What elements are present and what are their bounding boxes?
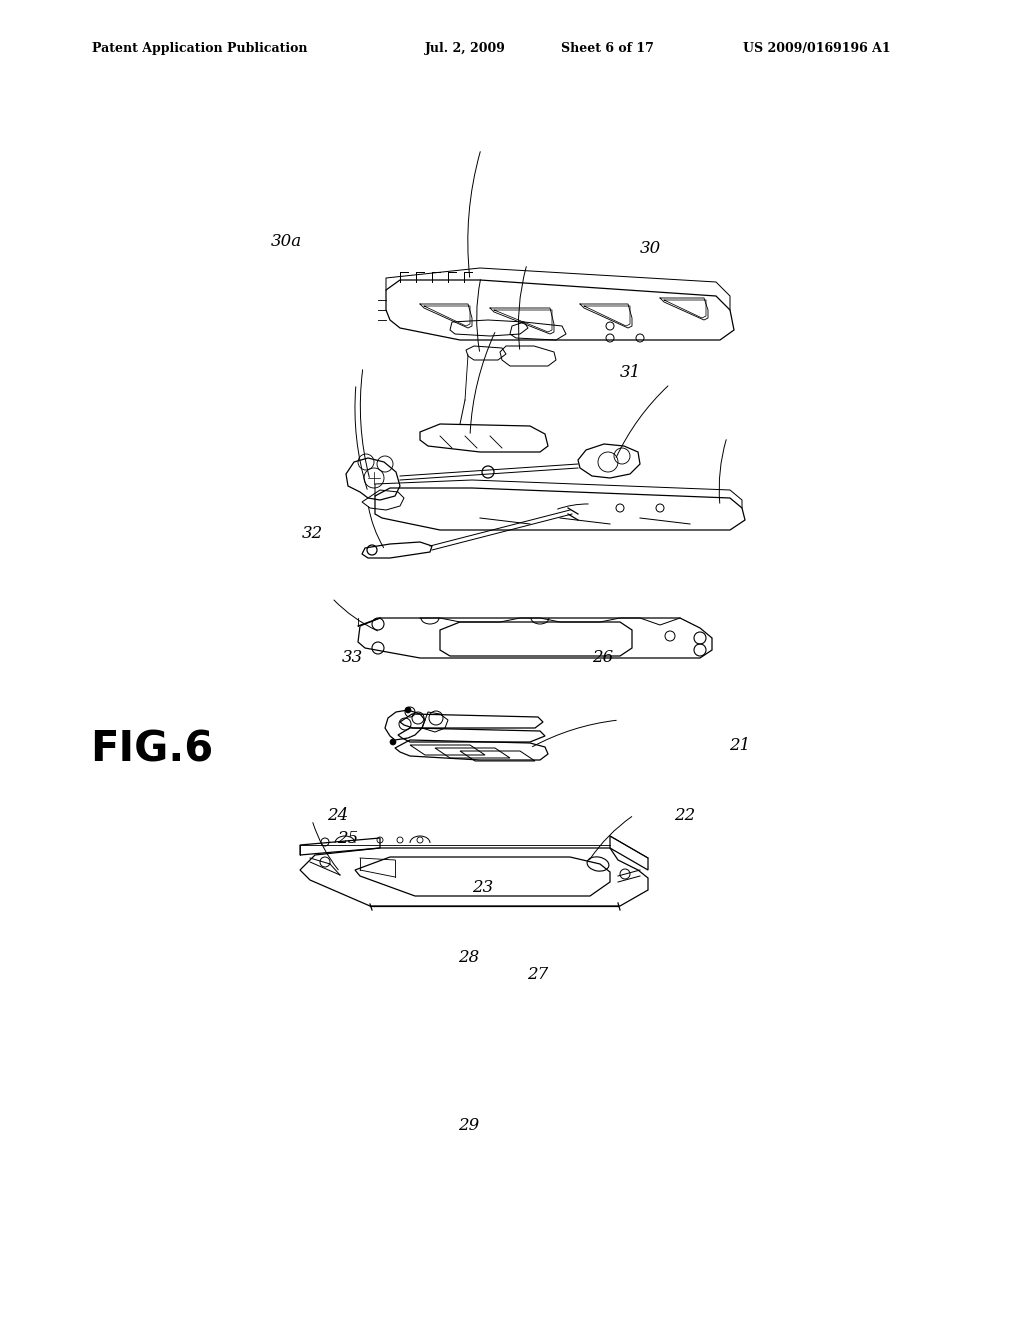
Text: 21: 21: [729, 738, 751, 754]
Text: 33: 33: [342, 649, 364, 665]
Text: 30: 30: [640, 240, 662, 256]
Circle shape: [406, 708, 411, 713]
Text: 26: 26: [592, 649, 613, 665]
Text: 25: 25: [337, 830, 358, 846]
Text: Patent Application Publication: Patent Application Publication: [92, 42, 307, 54]
Text: Jul. 2, 2009: Jul. 2, 2009: [425, 42, 506, 54]
Circle shape: [390, 739, 396, 744]
Text: FIG.6: FIG.6: [90, 729, 213, 771]
Text: Sheet 6 of 17: Sheet 6 of 17: [561, 42, 654, 54]
Text: 28: 28: [458, 949, 479, 965]
Text: 30a: 30a: [271, 234, 302, 249]
Text: 27: 27: [527, 966, 549, 982]
Text: 29: 29: [458, 1118, 479, 1134]
Text: 23: 23: [472, 879, 494, 895]
Text: US 2009/0169196 A1: US 2009/0169196 A1: [743, 42, 891, 54]
Text: 31: 31: [620, 364, 641, 380]
Text: 24: 24: [327, 808, 348, 824]
Text: 22: 22: [674, 808, 695, 824]
Text: 32: 32: [301, 525, 323, 541]
